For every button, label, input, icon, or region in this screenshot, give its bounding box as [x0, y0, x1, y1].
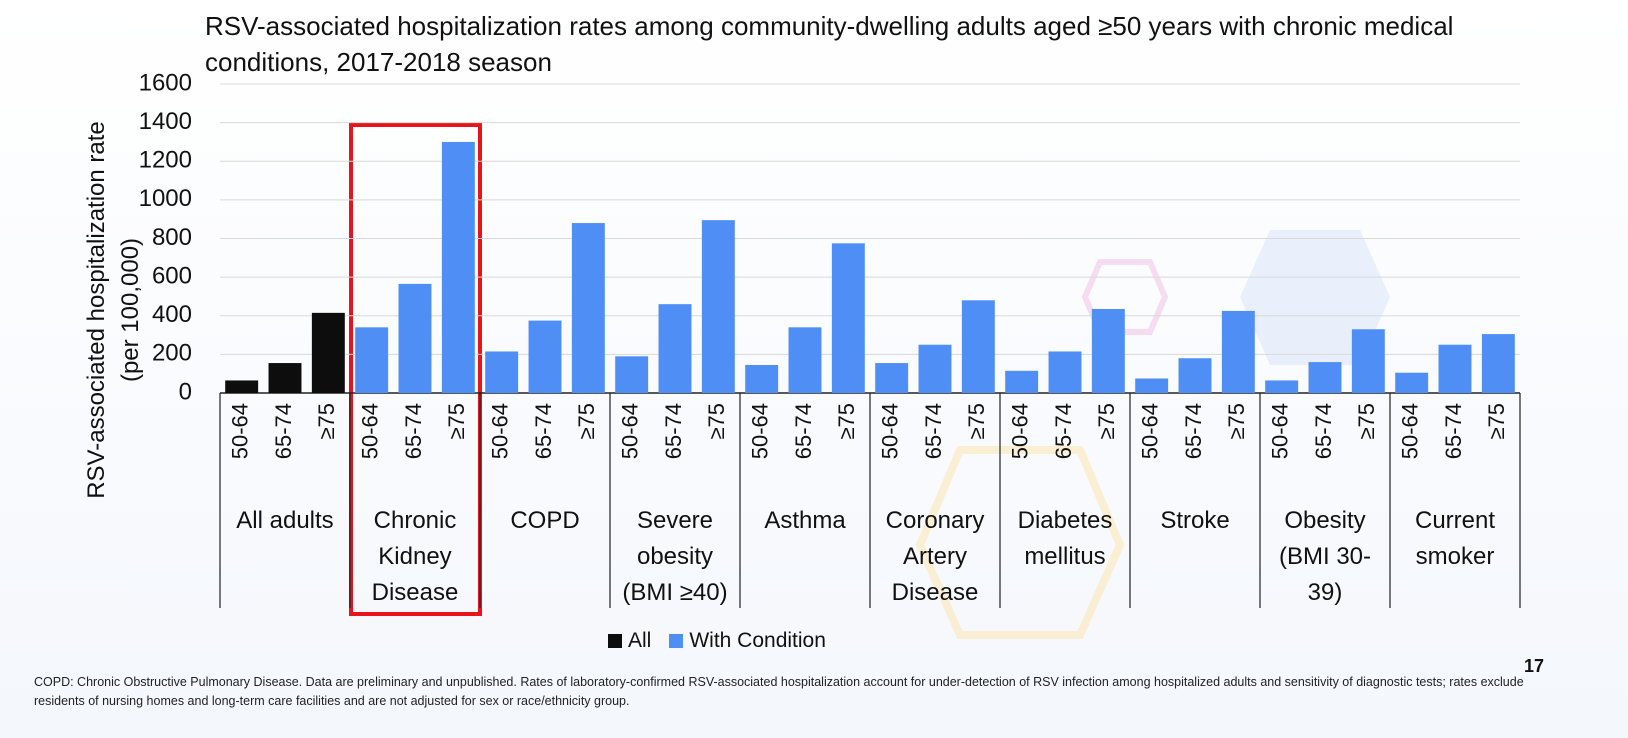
legend-item: With Condition — [669, 629, 826, 653]
x-tick-label: ≥75 — [574, 403, 599, 440]
x-tick-label: 50-64 — [617, 403, 642, 459]
bar — [919, 345, 952, 393]
y-axis-label: RSV-associated hospitalization rate (per… — [80, 100, 148, 520]
group-label: Diabetes mellitus — [1004, 503, 1126, 575]
bar — [1092, 309, 1125, 393]
bar — [1395, 373, 1428, 393]
x-tick-label: 50-64 — [1267, 403, 1292, 459]
bar — [1005, 371, 1038, 393]
group-label: Coronary Artery Disease — [874, 503, 996, 611]
x-tick-label: 50-64 — [747, 403, 772, 459]
y-tick-label: 400 — [152, 301, 192, 328]
bar — [312, 313, 345, 393]
x-tick-label: 65-74 — [531, 403, 556, 459]
bar — [1179, 358, 1212, 393]
group-label: Stroke — [1134, 503, 1256, 539]
bar — [442, 142, 475, 393]
x-tick-label: ≥75 — [314, 403, 339, 440]
x-tick-label: 65-74 — [1441, 403, 1466, 459]
bar — [572, 223, 605, 393]
page-number: 17 — [1524, 656, 1544, 677]
legend-swatch — [608, 634, 622, 648]
x-tick-label: 50-64 — [1397, 403, 1422, 459]
x-tick-label: 65-74 — [271, 403, 296, 459]
group-label: COPD — [484, 503, 606, 539]
y-tick-label: 200 — [152, 340, 192, 367]
legend-swatch — [669, 634, 683, 648]
bar — [1135, 379, 1168, 393]
bar — [485, 351, 518, 393]
legend-label: With Condition — [689, 629, 826, 653]
x-tick-label: 65-74 — [401, 403, 426, 459]
bar — [659, 304, 692, 393]
x-tick-label: 65-74 — [661, 403, 686, 459]
x-tick-label: 65-74 — [1051, 403, 1076, 459]
bar — [1439, 345, 1472, 393]
bar — [1049, 351, 1082, 393]
x-tick-label: 65-74 — [921, 403, 946, 459]
x-tick-label: ≥75 — [964, 403, 989, 440]
group-label: Chronic Kidney Disease — [354, 503, 476, 611]
group-label: All adults — [224, 503, 346, 539]
bar — [615, 356, 648, 393]
bar — [875, 363, 908, 393]
group-label: Asthma — [744, 503, 866, 539]
bar — [702, 220, 735, 393]
bar — [1309, 362, 1342, 393]
footnote: COPD: Chronic Obstructive Pulmonary Dise… — [34, 673, 1574, 711]
x-tick-label: ≥75 — [1484, 403, 1509, 440]
x-tick-label: 50-64 — [227, 403, 252, 459]
slide: 0200400600800100012001400160050-6465-74≥… — [0, 0, 1628, 738]
bar — [832, 243, 865, 393]
group-label: Obesity (BMI 30-39) — [1264, 503, 1386, 611]
chart-title: RSV-associated hospitalization rates amo… — [205, 8, 1525, 80]
x-tick-label: ≥75 — [1354, 403, 1379, 440]
x-tick-label: 50-64 — [1007, 403, 1032, 459]
bar — [1352, 329, 1385, 393]
y-tick-label: 0 — [179, 378, 192, 405]
bar — [745, 365, 778, 393]
group-label: Severe obesity (BMI ≥40) — [614, 503, 736, 611]
bar — [399, 284, 432, 393]
bar — [269, 363, 302, 393]
chart: 0200400600800100012001400160050-6465-74≥… — [0, 0, 1628, 738]
bar — [529, 321, 562, 393]
x-tick-label: 65-74 — [1181, 403, 1206, 459]
bar — [1222, 311, 1255, 393]
bar — [225, 380, 258, 393]
x-tick-label: ≥75 — [444, 403, 469, 440]
x-tick-label: 50-64 — [877, 403, 902, 459]
x-tick-label: 50-64 — [357, 403, 382, 459]
bar — [355, 327, 388, 393]
x-tick-label: 50-64 — [1137, 403, 1162, 459]
x-tick-label: 65-74 — [791, 403, 816, 459]
bar — [962, 300, 995, 393]
legend-item: All — [608, 629, 651, 653]
group-label: Current smoker — [1394, 503, 1516, 575]
x-tick-label: ≥75 — [1224, 403, 1249, 440]
bar — [1265, 380, 1298, 393]
legend-label: All — [628, 629, 651, 653]
x-tick-label: ≥75 — [1094, 403, 1119, 440]
bar — [1482, 334, 1515, 393]
x-tick-label: ≥75 — [834, 403, 859, 440]
y-tick-label: 600 — [152, 262, 192, 289]
y-tick-label: 1600 — [139, 69, 192, 96]
x-tick-label: ≥75 — [704, 403, 729, 440]
y-tick-label: 800 — [152, 224, 192, 251]
bar — [789, 327, 822, 393]
x-tick-label: 50-64 — [487, 403, 512, 459]
x-tick-label: 65-74 — [1311, 403, 1336, 459]
